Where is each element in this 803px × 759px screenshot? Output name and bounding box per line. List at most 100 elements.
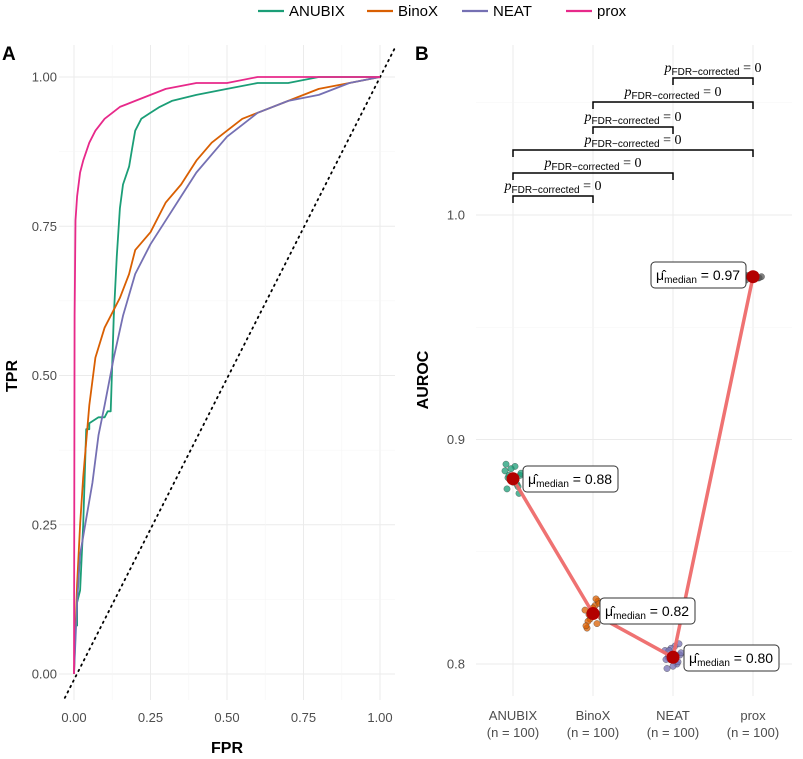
auroc-x-tick-label-0: ANUBIX xyxy=(489,708,538,723)
comparison-label-value-0: = 0 xyxy=(580,179,602,194)
comparison-bracket-0 xyxy=(512,195,594,203)
comparison-label-value-3: = 0 xyxy=(660,110,682,125)
median-label-box-0 xyxy=(522,465,619,493)
comparison-label-2: pFDR−corrected = 0 xyxy=(584,133,682,150)
auroc-y-axis-title: AUROC xyxy=(415,350,432,409)
comparison-label-p-5: p xyxy=(664,61,672,76)
panel-letter-a: A xyxy=(2,44,16,65)
median-marker-neat xyxy=(666,650,680,664)
median-label-binox: μ̂median = 0.82 xyxy=(599,597,696,625)
median-label-value-2: = 0.80 xyxy=(730,650,773,666)
comparison-label-4: pFDR−corrected = 0 xyxy=(624,85,722,102)
auroc-x-tick-count-2: (n = 100) xyxy=(647,725,699,740)
roc-diagonal-reference xyxy=(63,46,397,699)
comparison-bracket-5 xyxy=(672,77,754,85)
median-label-box-2 xyxy=(683,644,780,672)
comparison-label-value-4: = 0 xyxy=(700,85,722,100)
comparison-label-value-2: = 0 xyxy=(660,133,682,148)
comparison-label-sub-3: FDR−corrected xyxy=(592,116,660,127)
auroc-point-neat-0 xyxy=(663,665,671,672)
auroc-x-tick-label-2: NEAT xyxy=(656,708,690,723)
roc-x-axis-title: FPR xyxy=(211,740,243,757)
roc-line-anubix xyxy=(76,76,380,627)
auroc-point-anubix-12 xyxy=(502,460,510,468)
comparison-label-3: pFDR−corrected = 0 xyxy=(584,110,682,127)
comparison-label-p-3: p xyxy=(584,110,592,125)
comparison-label-sub-2: FDR−corrected xyxy=(592,139,660,150)
legend-label-anubix: ANUBIX xyxy=(289,3,345,20)
auroc-point-binox-12 xyxy=(582,622,590,630)
median-label-value-3: = 0.97 xyxy=(697,267,740,283)
auroc-y-ticks: 0.8 0.9 1.0 xyxy=(447,208,465,672)
roc-x-tick-label-4: 1.00 xyxy=(367,710,392,725)
roc-y-tick-label-4: 1.00 xyxy=(32,70,57,85)
comparison-label-sub-1: FDR−corrected xyxy=(552,162,620,173)
roc-y-tick-label-1: 0.25 xyxy=(32,517,57,532)
auroc-grid xyxy=(476,45,792,696)
median-marker-anubix xyxy=(506,472,520,486)
auroc-x-tick-label-3: prox xyxy=(740,708,766,723)
median-label-text-2: μ̂median = 0.80 xyxy=(689,650,773,669)
median-marker-prox xyxy=(746,270,760,284)
roc-series-lines xyxy=(73,76,381,675)
comparison-label-5: pFDR−corrected = 0 xyxy=(664,61,762,78)
roc-y-tick-label-2: 0.50 xyxy=(32,368,57,383)
comparison-label-sub-0: FDR−corrected xyxy=(512,185,580,196)
auroc-point-anubix-0 xyxy=(503,485,511,493)
roc-y-axis-title: TPR xyxy=(4,360,21,392)
median-label-text-0: μ̂median = 0.88 xyxy=(528,471,612,490)
median-label-value-0: = 0.88 xyxy=(569,471,612,487)
roc-line-prox xyxy=(73,76,380,675)
median-label-sub-0: median xyxy=(536,479,569,490)
median-labels: μ̂median = 0.88μ̂median = 0.82μ̂median =… xyxy=(522,261,780,672)
median-label-mu-0: μ̂ xyxy=(528,471,539,487)
auroc-y-tick-label-0: 0.8 xyxy=(447,657,465,672)
auroc-x-tick-count-3: (n = 100) xyxy=(727,725,779,740)
comparison-label-value-5: = 0 xyxy=(740,61,762,76)
auroc-x-tick-label-1: BinoX xyxy=(576,708,611,723)
auroc-y-tick-label-1: 0.9 xyxy=(447,432,465,447)
median-markers xyxy=(506,270,760,664)
median-label-box-1 xyxy=(599,597,696,625)
comparison-label-sub-5: FDR−corrected xyxy=(672,67,740,78)
auroc-point-binox-1 xyxy=(593,620,601,627)
comparison-label-value-1: = 0 xyxy=(620,156,642,171)
roc-x-tick-label-2: 0.50 xyxy=(214,710,239,725)
roc-grid xyxy=(59,45,395,700)
median-label-prox: μ̂median = 0.97 xyxy=(650,261,747,289)
comparison-label-p-1: p xyxy=(544,156,552,171)
auroc-x-tick-count-1: (n = 100) xyxy=(567,725,619,740)
median-label-text-3: μ̂median = 0.97 xyxy=(656,267,740,286)
legend-label-neat: NEAT xyxy=(493,3,532,20)
median-label-mu-2: μ̂ xyxy=(689,650,700,666)
comparison-label-p-0: p xyxy=(504,179,512,194)
legend-label-binox: BinoX xyxy=(398,3,438,20)
roc-x-ticks: 0.00 0.25 0.50 0.75 1.00 xyxy=(61,710,392,725)
comparison-bracket-1 xyxy=(512,172,674,180)
comparison-label-0: pFDR−corrected = 0 xyxy=(504,179,602,196)
comparison-label-p-2: p xyxy=(584,133,592,148)
auroc-point-anubix-9 xyxy=(507,465,515,473)
auroc-y-tick-label-2: 1.0 xyxy=(447,208,465,223)
median-label-anubix: μ̂median = 0.88 xyxy=(522,465,619,493)
roc-panel: 0.00 0.25 0.50 0.75 1.00 0.00 0.25 0.50 0.75 1.0… xyxy=(4,45,397,757)
auroc-point-binox-13 xyxy=(592,595,600,603)
roc-x-tick-label-0: 0.00 xyxy=(61,710,86,725)
comparison-bracket-4 xyxy=(592,101,754,109)
roc-x-tick-label-1: 0.25 xyxy=(138,710,163,725)
comparison-bracket-3 xyxy=(592,126,674,134)
median-label-box-3 xyxy=(650,261,747,289)
roc-y-tick-label-0: 0.00 xyxy=(32,667,57,682)
legend: ANUBIX BinoX NEAT prox xyxy=(258,3,627,20)
median-marker-binox xyxy=(586,607,600,620)
auroc-x-ticks: ANUBIX (n = 100) BinoX (n = 100) NEAT (n = 10… xyxy=(487,708,779,740)
median-label-mu-1: μ̂ xyxy=(605,603,616,619)
median-label-value-1: = 0.82 xyxy=(646,603,689,619)
panel-letter-b: B xyxy=(415,44,429,65)
roc-line-neat xyxy=(73,76,381,675)
auroc-point-anubix-4 xyxy=(501,467,509,475)
median-label-sub-3: median xyxy=(664,275,697,286)
